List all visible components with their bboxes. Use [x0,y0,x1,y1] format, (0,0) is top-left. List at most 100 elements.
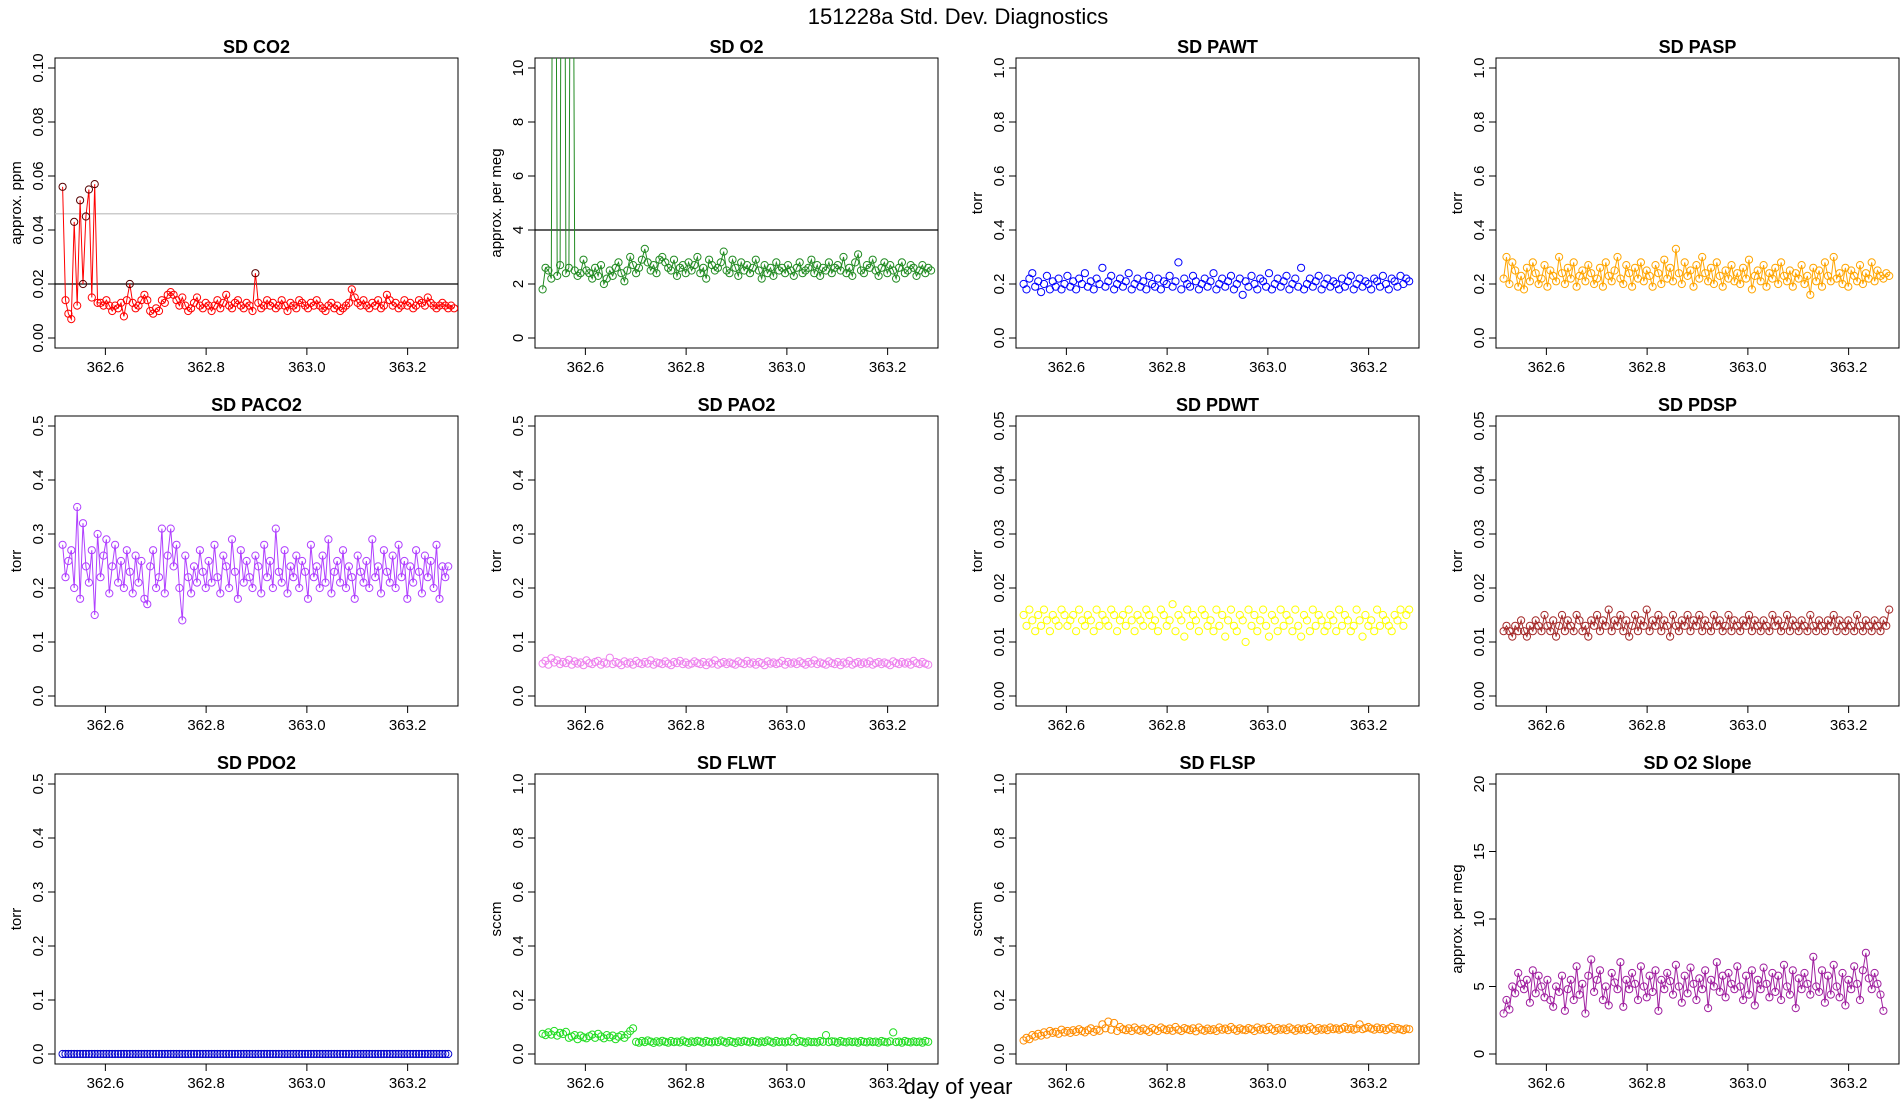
data-point [1543,282,1552,291]
data-point [1864,974,1873,983]
data-point [438,1049,447,1059]
data-point [152,583,161,593]
data-point [1578,979,1587,988]
data-point [1522,632,1532,641]
panel-title: SD PDSP [1658,395,1737,415]
series-line [1503,609,1890,638]
data-point [1727,627,1736,636]
data-point [420,551,429,560]
data-point [1829,252,1838,262]
data-point [429,1049,438,1059]
data-point [125,1049,134,1059]
data-point [184,1049,193,1059]
data-point [1042,616,1052,625]
data-point [438,298,447,307]
data-point [265,556,275,566]
data-point [1200,610,1209,620]
data-point [374,296,383,305]
data-point [1183,279,1192,289]
data-point [143,1049,152,1059]
x-tick-label: 363.2 [1350,359,1388,376]
data-point [1107,1025,1116,1034]
data-point [119,312,129,321]
data-point [892,1038,901,1047]
y-tick-label: 0.04 [1471,465,1488,494]
data-point [1765,627,1774,636]
data-layer [55,180,458,324]
data-point [146,562,155,571]
data-point [818,1037,828,1046]
data-point [1736,627,1745,636]
data-point [1072,1027,1081,1037]
y-tick-label: 0.0 [510,1044,527,1065]
data-point [1721,266,1730,275]
y-tick-label: 0.8 [1471,112,1488,133]
data-point [1276,605,1285,614]
data-point [1706,263,1716,272]
data-point [716,258,725,267]
data-point [1674,982,1684,991]
data-point [114,578,123,587]
data-point [821,1031,831,1040]
data-point [315,583,324,593]
data-point [1607,968,1616,978]
data-point [102,1049,111,1059]
data-point [1514,627,1523,636]
data-point [874,271,883,280]
data-point [1686,963,1695,972]
data-point [1733,269,1742,278]
data-point [1264,269,1274,278]
x-tick-label: 362.6 [567,1075,605,1092]
data-point [1171,1022,1180,1032]
data-point [1039,605,1049,614]
data-point [1835,993,1844,1002]
data-point [1590,987,1599,997]
data-point [154,573,164,582]
data-point [1815,266,1824,275]
data-point [87,1049,96,1059]
data-point [444,304,453,313]
panel-title: SD PASP [1659,37,1737,57]
x-tick-label: 363.0 [768,1075,806,1092]
data-point [1028,269,1037,278]
data-point [178,293,187,302]
data-point [149,1049,158,1059]
y-tick-label: 0.02 [1471,573,1488,602]
x-tick-label: 362.8 [187,717,225,734]
y-tick-label: 6 [510,172,527,180]
data-point [397,573,406,582]
x-tick-label: 363.2 [1830,1075,1868,1092]
data-point [1613,252,1622,262]
data-point [1709,279,1719,289]
y-tick-label: 20 [1471,776,1488,793]
data-point [347,573,356,582]
data-point [362,556,371,566]
panel-sd-flsp: SD FLSP 362.6 362.8 363.0 363.2 0.0 0.2 0.4 0.6 0… [969,753,1420,1092]
data-point [195,546,204,555]
data-point [1340,610,1350,620]
data-point [283,306,292,316]
data-point [160,589,169,598]
data-point [213,1049,222,1059]
data-point [778,1037,787,1046]
data-point [444,1049,453,1059]
data-point [76,196,85,205]
data-point [76,594,85,603]
data-point [1721,993,1730,1002]
data-point [1712,958,1721,967]
data-point [1680,621,1689,630]
data-point [1186,621,1195,630]
data-point [1715,987,1724,997]
data-layer [58,502,453,625]
y-tick-label: 0.5 [510,416,527,437]
data-point [725,1036,734,1046]
data-point [1566,274,1575,283]
data-point [1139,621,1148,630]
data-point [248,583,257,593]
data-point [1806,990,1815,999]
data-point [1779,621,1789,630]
data-point [1715,271,1724,280]
x-tick-label: 363.0 [288,717,326,734]
data-point [58,182,67,191]
data-point [1774,971,1783,980]
